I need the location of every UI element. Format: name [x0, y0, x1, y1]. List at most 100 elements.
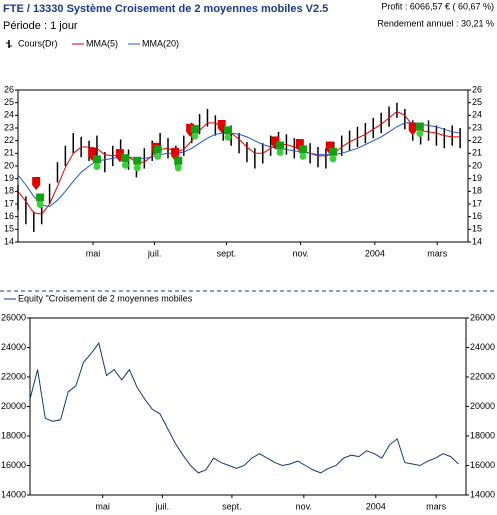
buy-signal [224, 126, 232, 135]
y-tick-label: 23 [4, 122, 14, 132]
buy-dot [191, 132, 199, 140]
chart-title: FTE / 13330 Système Croisement de 2 moye… [3, 3, 328, 15]
x-tick-label: mai [86, 248, 101, 258]
buy-dot [174, 164, 182, 172]
y-tick-label: 21 [4, 148, 14, 158]
y2-tick-label: 26 [472, 84, 482, 94]
buy-signal [299, 145, 307, 154]
y-tick-label: 22 [4, 135, 14, 145]
sell-signal [325, 141, 334, 150]
buy-signal [329, 147, 337, 156]
subtitle: Période : 1 jour [3, 20, 78, 32]
legend-label: Cours(Dr) [18, 38, 58, 48]
buy-dot [416, 130, 424, 138]
y2-tick-label: 22000 [470, 371, 495, 381]
x-tick-label: sept. [222, 501, 242, 511]
annual-return: Rendement annuel : 30,21 % [377, 18, 494, 28]
sell-signal [115, 149, 124, 158]
y-tick-label: 26 [4, 84, 14, 94]
y2-tick-label: 22 [472, 135, 482, 145]
legend-label: MMA(5) [86, 38, 118, 48]
y-tick-label: 18 [4, 186, 14, 196]
sell-arrow [408, 130, 417, 136]
y-tick-label: 14 [4, 236, 14, 246]
sell-arrow [217, 128, 226, 133]
y2-tick-label: 14000 [470, 489, 495, 499]
x-tick-label: juil. [147, 248, 162, 258]
x-tick-label: juil. [155, 501, 170, 511]
buy-signal [121, 154, 130, 163]
legend-label: MMA(20) [142, 38, 179, 48]
buy-signal [36, 193, 45, 202]
y-tick-label: 26000 [1, 312, 26, 322]
buy-signal [190, 125, 199, 134]
y2-tick-label: 14 [472, 236, 482, 246]
y2-tick-label: 17 [472, 198, 482, 208]
x-tick-label: nov. [296, 501, 312, 511]
y-tick-label: 18000 [1, 430, 26, 440]
y2-tick-label: 23 [472, 122, 482, 132]
buy-signal [174, 156, 183, 165]
buy-dot [121, 161, 129, 169]
sell-arrow [32, 185, 41, 190]
buy-signal [133, 156, 142, 165]
y-tick-label: 16000 [1, 460, 26, 470]
sell-signal [217, 120, 226, 128]
buy-signal [276, 141, 285, 150]
y-tick-label: 14000 [1, 489, 26, 499]
series-line [29, 341, 459, 474]
legend-label: Equity "Croisement de 2 moyennes mobiles [18, 293, 193, 303]
y2-tick-label: 26000 [470, 312, 495, 322]
x-tick-label: mai [95, 501, 110, 511]
sell-signal [32, 177, 41, 185]
sell-signal [186, 123, 195, 132]
y2-tick-label: 16 [472, 211, 482, 221]
buy-dot [329, 155, 337, 163]
y2-tick-label: 24000 [470, 342, 495, 352]
x-tick-label: 2004 [366, 501, 386, 511]
series-line [17, 122, 461, 208]
buy-dot [154, 152, 162, 160]
x-tick-label: mars [426, 501, 446, 511]
y2-tick-label: 18 [472, 186, 482, 196]
y-tick-label: 20000 [1, 401, 26, 411]
buy-signal [92, 155, 101, 164]
buy-dot [299, 152, 307, 160]
buy-dot [93, 162, 101, 170]
buy-dot [133, 164, 141, 172]
y-tick-label: 17 [4, 198, 14, 208]
profit: Profit : 6066,57 € ( 60,67 %) [381, 1, 494, 11]
y-tick-label: 16 [4, 211, 14, 221]
sell-signal [295, 139, 304, 147]
sell-signal [171, 147, 180, 156]
buy-dot [36, 200, 44, 208]
buy-signal [153, 145, 162, 154]
sell-signal [271, 136, 280, 145]
y2-tick-label: 24 [472, 110, 482, 120]
y-tick-label: 19 [4, 173, 14, 183]
sell-signal [408, 122, 417, 131]
buy-dot [224, 133, 232, 141]
y-tick-label: 24000 [1, 342, 26, 352]
y-tick-label: 22000 [1, 371, 26, 381]
y-tick-label: 25 [4, 97, 14, 107]
y-tick-label: 15 [4, 224, 14, 234]
x-tick-label: 2004 [365, 248, 385, 258]
sell-signal [88, 147, 97, 156]
series-line [17, 110, 461, 215]
x-tick-label: nov. [292, 248, 308, 258]
y2-tick-label: 20 [472, 160, 482, 170]
x-tick-label: sept. [217, 248, 237, 258]
y2-tick-label: 20000 [470, 401, 495, 411]
y-tick-label: 24 [4, 110, 14, 120]
y2-tick-label: 21 [472, 148, 482, 158]
y2-tick-label: 19 [472, 173, 482, 183]
y2-tick-label: 18000 [470, 430, 495, 440]
buy-signal [415, 122, 424, 131]
buy-dot [276, 149, 284, 157]
y2-tick-label: 15 [472, 224, 482, 234]
y-tick-label: 20 [4, 160, 14, 170]
x-tick-label: mars [427, 248, 447, 258]
